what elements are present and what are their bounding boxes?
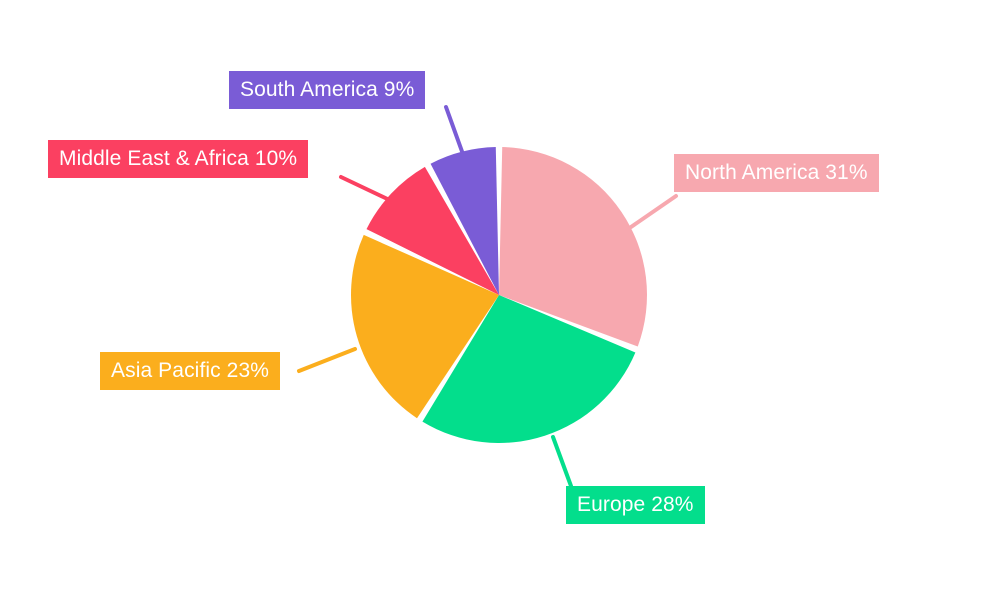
pie-label-north-america: North America 31% (674, 154, 879, 192)
pie-label-middle-east-africa: Middle East & Africa 10% (48, 140, 309, 178)
pie-slice-asia-pacific (350, 234, 499, 419)
pie-slice-north-america (499, 147, 647, 347)
pie-label-south-america: South America 9% (229, 71, 426, 109)
pie-slice-europe (422, 295, 636, 444)
pie-slice-south-america (430, 147, 499, 295)
leader-line-south-america (444, 105, 466, 159)
pie-label-europe: Europe 28% (566, 486, 705, 524)
pie-slice-middle-east-africa (366, 166, 499, 295)
leader-line-asia-pacific (297, 347, 357, 373)
pie-label-asia-pacific: Asia Pacific 23% (100, 352, 281, 390)
pie-slices (350, 147, 647, 444)
leader-line-north-america (629, 194, 678, 229)
leader-line-europe (551, 435, 573, 488)
